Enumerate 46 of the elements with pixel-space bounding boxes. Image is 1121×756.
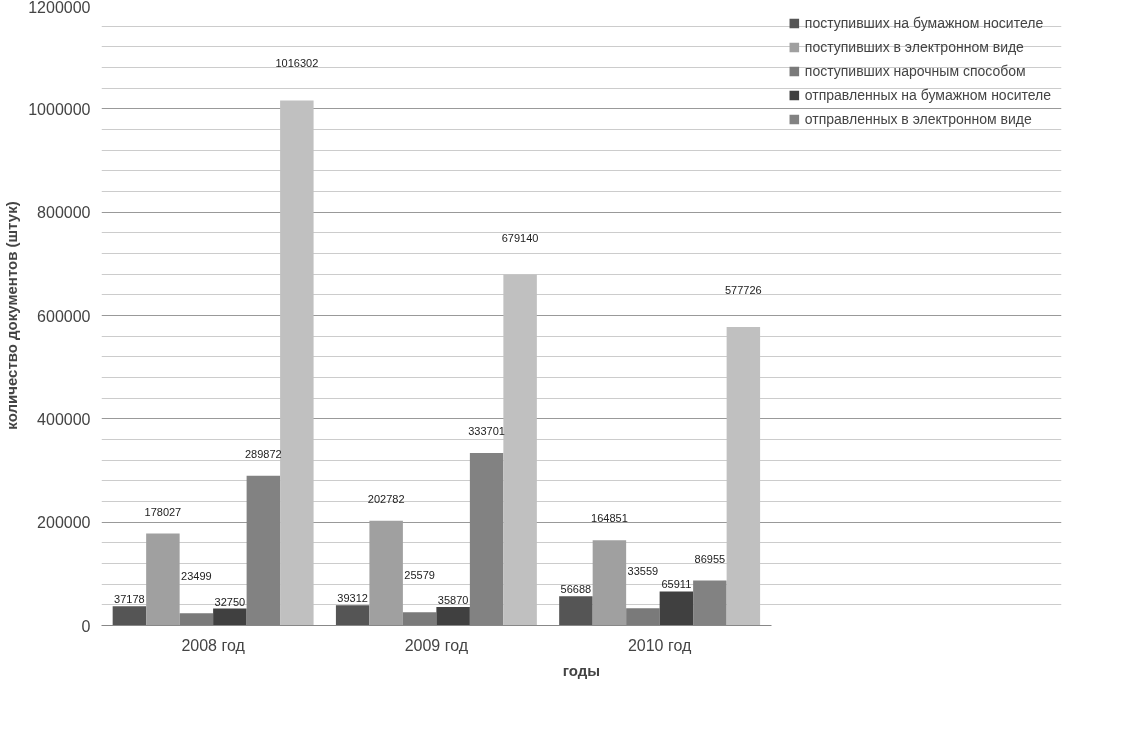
bar	[335, 605, 370, 626]
y-tick-label: 600000	[37, 307, 91, 325]
bar	[436, 606, 470, 626]
data-label: 37178	[114, 593, 145, 606]
bar	[213, 608, 247, 626]
y-tick-label: 800000	[37, 204, 91, 222]
y-tick-label: 0	[81, 617, 91, 635]
legend-label: поступивших в электронном виде	[804, 39, 1024, 55]
y-tick-label: 200000	[37, 514, 91, 532]
legend-label: отправленных на бумажном носителе	[804, 87, 1051, 103]
legend-label: поступивших нарочным способом	[804, 63, 1026, 79]
data-label: 23499	[181, 570, 212, 583]
x-axis-title: годы	[562, 661, 601, 679]
x-tick-label: 2008 год	[181, 636, 246, 654]
data-label: 202782	[367, 492, 405, 505]
y-tick-label: 1000000	[28, 100, 91, 118]
data-label: 39312	[337, 592, 368, 605]
data-label: 25579	[404, 569, 435, 582]
legend-label: поступивших на бумажном носителе	[804, 15, 1044, 31]
y-tick-label: 1200000	[28, 0, 91, 16]
bar	[626, 608, 660, 626]
data-label: 35870	[437, 593, 469, 606]
data-label: 56688	[560, 583, 592, 596]
y-axis-title: количество документов (штук)	[3, 201, 21, 430]
x-tick-label: 2010 год	[627, 636, 693, 654]
data-label: 333701	[468, 425, 505, 438]
data-label: 65911	[661, 578, 692, 591]
data-label: 289872	[245, 447, 282, 460]
bar	[659, 591, 694, 626]
bar	[559, 596, 593, 626]
data-label: 86955	[694, 552, 726, 565]
data-label: 178027	[144, 505, 182, 518]
x-tick-label: 2009 год	[404, 636, 469, 654]
data-label: 33559	[627, 565, 659, 578]
legend-label: отправленных в электронном виде	[804, 111, 1032, 127]
data-label: 164851	[591, 512, 628, 525]
bar	[592, 540, 627, 626]
data-label: 1016302	[275, 57, 319, 70]
data-label: 577726	[725, 284, 762, 297]
data-label: 32750	[214, 595, 246, 608]
data-label: 679140	[501, 231, 539, 244]
bar	[146, 533, 180, 626]
bar	[402, 612, 437, 626]
bar	[179, 613, 214, 626]
y-tick-label: 400000	[37, 410, 91, 428]
bar	[112, 606, 147, 626]
